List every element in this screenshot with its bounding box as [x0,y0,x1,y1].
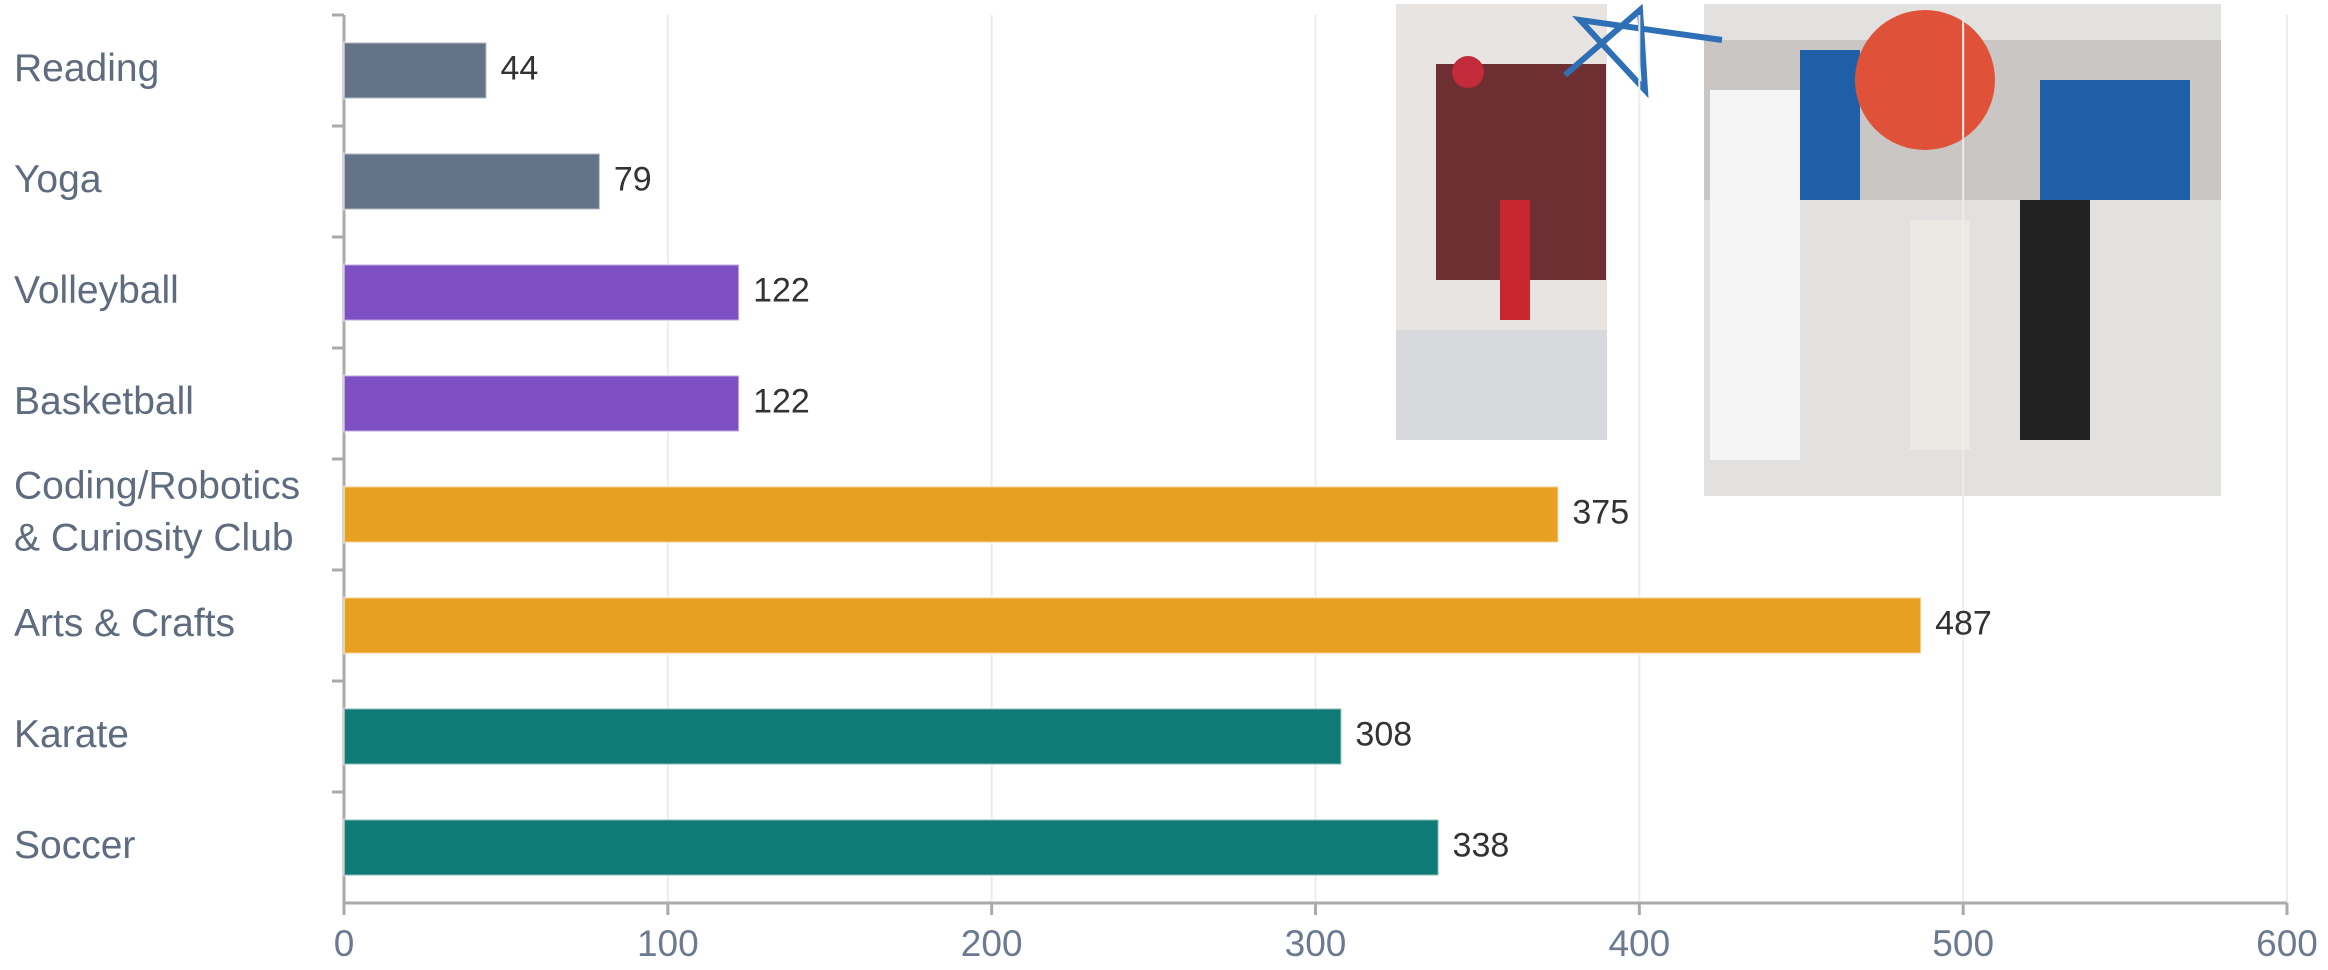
bar [343,596,1923,655]
y-tick-label: Yoga [14,158,102,201]
value-label: 338 [1453,826,1510,864]
bar [343,152,601,211]
value-label: 122 [753,271,810,309]
y-tick-label: Arts & Crafts [14,602,235,645]
photo-girl [1500,200,1530,320]
x-tick-label: 400 [1608,923,1670,964]
y-tick-label: Soccer [14,824,135,867]
y-tick-label: Basketball [14,380,194,423]
bar [343,41,488,100]
x-tick-label: 500 [1932,923,1994,964]
photo-ball [1452,56,1484,88]
bar [343,707,1343,766]
photo-instructor [1710,90,1800,460]
photo-mat-right [2040,80,2190,200]
y-tick-label: Reading [14,47,159,90]
y-tick-label: Karate [14,713,129,756]
value-label: 79 [614,160,652,198]
x-tick-label: 300 [1285,923,1347,964]
photo-mat-left [1800,50,1860,200]
bar [343,485,1560,544]
plot: 0 100 200 300 400 500 600 Reading 44 Yoga 79 Volley… [14,13,2318,964]
photo-floor [1396,330,1607,440]
y-tick-label: Volleyball [14,269,179,312]
x-tick-label: 600 [2256,923,2318,964]
value-label: 487 [1935,604,1992,642]
bar [343,818,1440,877]
x-tick-label: 100 [637,923,699,964]
bar [343,263,741,322]
photo-student2 [1910,220,1970,450]
star-doodle [1563,3,1723,99]
x-tick-label: 200 [961,923,1023,964]
value-label: 44 [500,49,538,87]
value-label: 122 [753,382,810,420]
photo-student [2020,200,2090,440]
photo-tiger [1855,10,1995,150]
y-tick-label: Coding/Robotics & Curiosity Club [14,465,300,560]
photos [1396,3,2221,496]
value-label: 308 [1355,715,1412,753]
x-tick-label: 0 [334,923,355,964]
bar [343,374,741,433]
value-label: 375 [1572,493,1629,531]
